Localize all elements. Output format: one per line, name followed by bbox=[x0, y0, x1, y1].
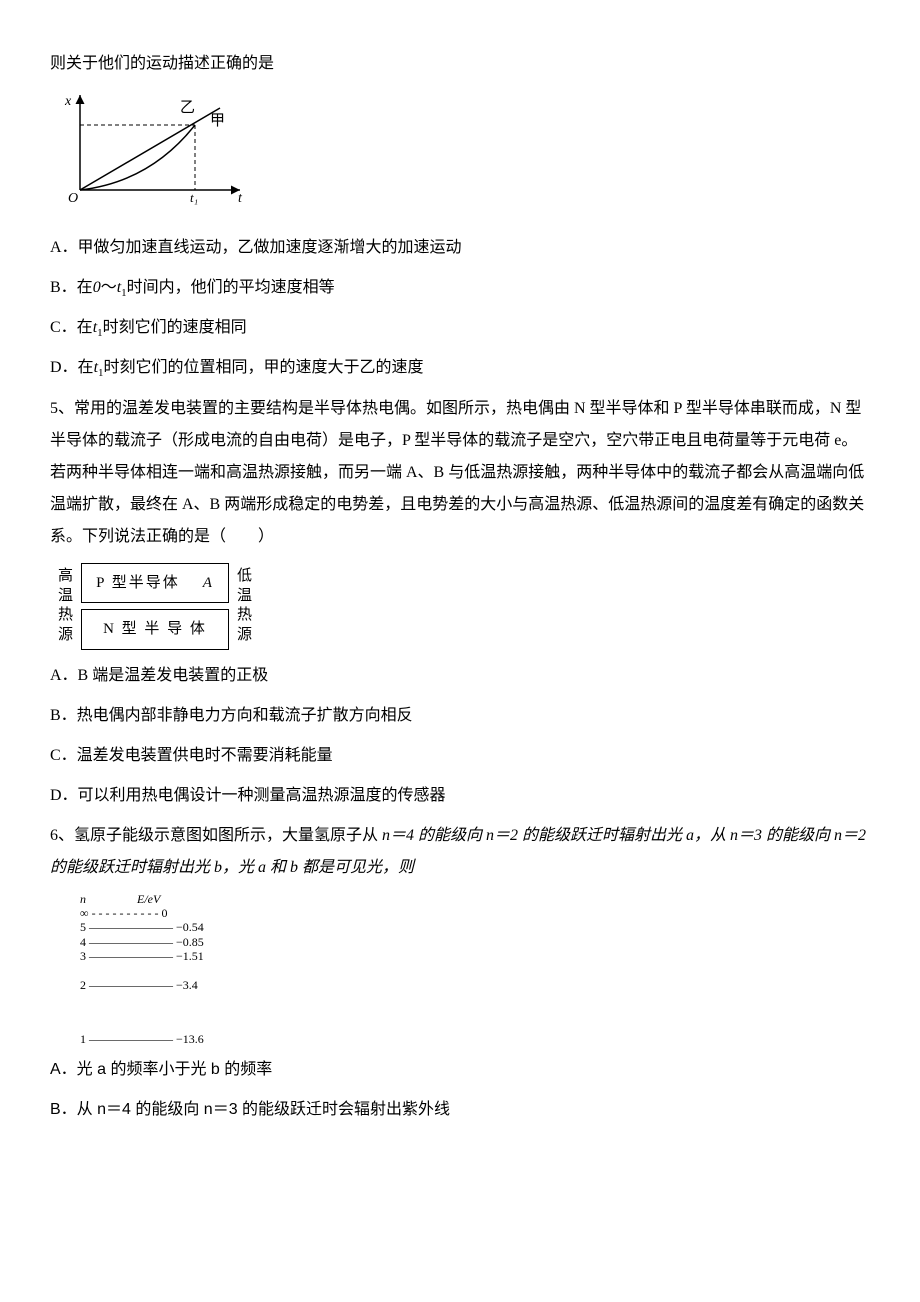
lvl-1e: −13.6 bbox=[176, 1032, 204, 1046]
q4d-post: 时刻它们的位置相同，甲的速度大于乙的速度 bbox=[104, 359, 424, 376]
lvl-5e: −0.54 bbox=[176, 920, 204, 934]
thermo-left-label: 高 温 热 源 bbox=[50, 563, 82, 649]
t1-label: t₁ bbox=[190, 190, 198, 205]
lvl-2e: −3.4 bbox=[176, 978, 198, 992]
q6-stem-pre: 6、氢原子能级示意图如图所示，大量氢原子从 bbox=[50, 827, 382, 844]
q5-option-c: C．温差发电装置供电时不需要消耗能量 bbox=[50, 740, 870, 772]
label-jia: 甲 bbox=[210, 113, 225, 129]
energy-level-diagram: n E/eV ∞ - - - - - - - - - - 0 5 ———————… bbox=[80, 892, 870, 1047]
lvl-3e: −1.51 bbox=[176, 949, 204, 963]
label-yi: 乙 bbox=[180, 100, 195, 116]
thermo-a-label: A bbox=[203, 575, 214, 591]
thermo-p-label: P 型半导体 bbox=[96, 575, 180, 591]
origin-label: O bbox=[68, 191, 78, 206]
q6b-text: B．从 n＝4 的能级向 n＝3 的能级跃迁时会辐射出紫外线 bbox=[50, 1101, 450, 1118]
q4-option-d: D．在t1时刻它们的位置相同，甲的速度大于乙的速度 bbox=[50, 352, 870, 384]
thermo-diagram: 高 温 热 源 P 型半导体 A 低 温 热 源 N 型 半 导 体 bbox=[50, 563, 260, 650]
thermo-p-cell: P 型半导体 A bbox=[82, 563, 229, 603]
thermo-n-cell: N 型 半 导 体 bbox=[82, 610, 229, 650]
q5-option-b: B．热电偶内部非静电力方向和载流子扩散方向相反 bbox=[50, 700, 870, 732]
q4-intro: 则关于他们的运动描述正确的是 bbox=[50, 48, 870, 80]
thermo-right-label: 低 温 热 源 bbox=[229, 563, 261, 649]
q6-option-b: B．从 n＝4 的能级向 n＝3 的能级跃迁时会辐射出紫外线 bbox=[50, 1094, 870, 1126]
lvl-E: E/eV bbox=[137, 892, 160, 906]
q4-option-b: B．在0～t1时间内，他们的平均速度相等 bbox=[50, 272, 870, 304]
q4b-zero: 0 bbox=[93, 279, 101, 296]
q4c-pre: C．在 bbox=[50, 319, 93, 336]
lvl-n: n bbox=[80, 892, 86, 906]
q4b-post: 时间内，他们的平均速度相等 bbox=[127, 279, 335, 296]
lvl-1: 1 bbox=[80, 1032, 86, 1046]
q4-option-c: C．在t1时刻它们的速度相同 bbox=[50, 312, 870, 344]
q4-option-a: A．甲做匀加速直线运动，乙做加速度逐渐增大的加速运动 bbox=[50, 232, 870, 264]
q4c-post: 时刻它们的速度相同 bbox=[103, 319, 247, 336]
q6a-text: A．光 a 的频率小于光 b 的频率 bbox=[50, 1061, 272, 1078]
lvl-4e: −0.85 bbox=[176, 935, 204, 949]
lvl-inf: ∞ bbox=[80, 906, 89, 920]
lvl-3: 3 bbox=[80, 949, 86, 963]
q4b-tilde: ～ bbox=[101, 279, 117, 296]
lvl-4: 4 bbox=[80, 935, 86, 949]
q4d-pre: D．在 bbox=[50, 359, 94, 376]
q4-graph: x t O t₁ 甲 乙 bbox=[50, 90, 870, 222]
q5-option-d: D．可以利用热电偶设计一种测量高温热源温度的传感器 bbox=[50, 780, 870, 812]
axis-y-label: x bbox=[64, 94, 72, 109]
lvl-2: 2 bbox=[80, 978, 86, 992]
q5-option-a: A．B 端是温差发电装置的正极 bbox=[50, 660, 870, 692]
q5-stem: 5、常用的温差发电装置的主要结构是半导体热电偶。如图所示，热电偶由 N 型半导体… bbox=[50, 393, 870, 553]
q6-option-a: A．光 a 的频率小于光 b 的频率 bbox=[50, 1054, 870, 1086]
q4b-pre: B．在 bbox=[50, 279, 93, 296]
axis-x-label: t bbox=[238, 191, 243, 206]
q6-stem: 6、氢原子能级示意图如图所示，大量氢原子从 n＝4 的能级向 n＝2 的能级跃迁… bbox=[50, 820, 870, 884]
lvl-inf-e: 0 bbox=[162, 906, 168, 920]
lvl-5: 5 bbox=[80, 920, 86, 934]
